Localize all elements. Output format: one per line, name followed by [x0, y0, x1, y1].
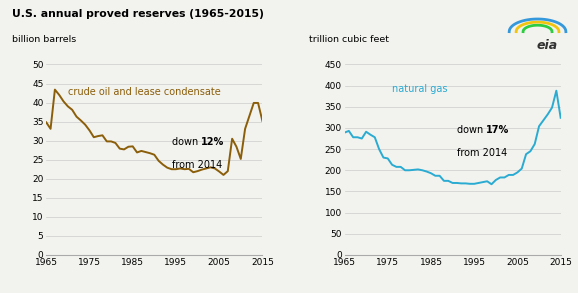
- Text: natural gas: natural gas: [392, 84, 447, 93]
- Text: billion barrels: billion barrels: [12, 35, 76, 44]
- Text: 17%: 17%: [486, 125, 509, 135]
- Text: from 2014: from 2014: [457, 148, 507, 158]
- Text: eia: eia: [536, 39, 558, 52]
- Text: trillion cubic feet: trillion cubic feet: [309, 35, 389, 44]
- Text: down: down: [457, 125, 486, 135]
- Text: 12%: 12%: [201, 137, 224, 147]
- Text: from 2014: from 2014: [172, 160, 222, 170]
- Text: down: down: [172, 137, 201, 147]
- Text: U.S. annual proved reserves (1965-2015): U.S. annual proved reserves (1965-2015): [12, 9, 264, 19]
- Text: crude oil and lease condensate: crude oil and lease condensate: [68, 87, 221, 97]
